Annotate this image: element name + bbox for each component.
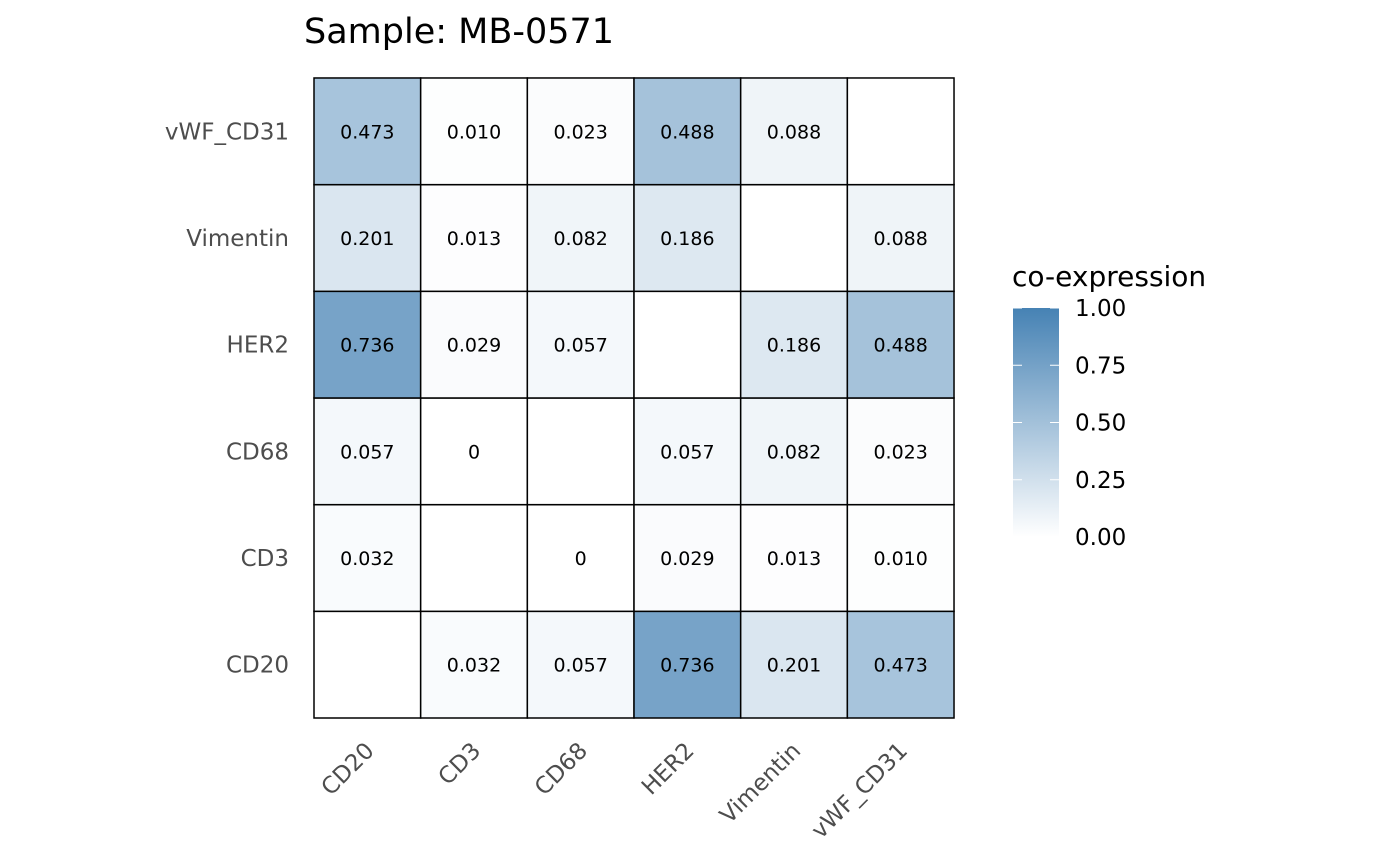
- cell-value-label: 0.736: [660, 655, 714, 677]
- cell-value-label: 0.032: [340, 548, 394, 570]
- cell-value-label: 0.013: [767, 548, 821, 570]
- cell-value-label: 0.088: [767, 121, 821, 143]
- cell-value-label: 0.082: [553, 228, 607, 250]
- heatmap-cell: [526, 397, 635, 506]
- y-tick-label: HER2: [227, 333, 289, 359]
- cell-value-label: 0.029: [660, 548, 714, 570]
- cell-value-label: 0.010: [447, 121, 501, 143]
- heatmap-cell: [739, 610, 849, 719]
- legend-tick-label: 0.50: [1075, 411, 1126, 437]
- cell-value-label: 0: [575, 548, 587, 570]
- cell-value-label: 0.057: [553, 335, 607, 357]
- heatmap-cell: [313, 183, 422, 293]
- legend-tick-label: 0.75: [1075, 353, 1126, 379]
- color-legend: co-expression 1.00 0.75 0.50 0.25 0.00: [1012, 260, 1206, 551]
- heatmap-cell: [846, 77, 955, 186]
- heatmap-cell: [419, 290, 529, 399]
- heatmap-cell: [846, 397, 955, 506]
- y-tick-label: CD20: [226, 653, 289, 679]
- heatmap-cell: [526, 77, 635, 186]
- cell-value-label: 0.473: [873, 655, 927, 677]
- cell-value-label: 0.186: [767, 335, 821, 357]
- y-tick-label: Vimentin: [186, 226, 289, 252]
- cell-value-label: 0.013: [447, 228, 501, 250]
- heatmap-cell: [739, 290, 849, 399]
- cell-value-label: 0.057: [553, 655, 607, 677]
- heatmap-cell: [846, 290, 955, 399]
- heatmap-cell: [846, 503, 955, 613]
- y-axis-tick-labels: CD20 CD3 CD68 HER2 Vimentin vWF_CD31: [165, 119, 289, 678]
- x-tick-label: CD3: [434, 738, 487, 791]
- heatmap-cell: [526, 610, 635, 719]
- cell-value-label: 0.023: [873, 441, 927, 463]
- heatmap-cell: [313, 610, 422, 719]
- cell-value-label: 0.201: [340, 228, 394, 250]
- heatmap-cell: [633, 397, 742, 506]
- heatmap-cell: [313, 290, 422, 399]
- legend-ticks: 1.00 0.75 0.50 0.25 0.00: [1013, 296, 1126, 551]
- cell-value-label: 0.088: [873, 228, 927, 250]
- heatmap-cell: [633, 77, 742, 186]
- heatmap-cell: [846, 183, 955, 293]
- cell-value-label: 0.032: [447, 655, 501, 677]
- cell-value-label: 0: [468, 441, 480, 463]
- heatmap-cell: [526, 503, 635, 613]
- x-tick-label: vWF_CD31: [807, 738, 913, 844]
- cell-value-label: 0.082: [767, 441, 821, 463]
- cell-value-label: 0.736: [340, 335, 394, 357]
- cell-value-label: 0.201: [767, 655, 821, 677]
- heatmap-cell: [846, 610, 955, 719]
- legend-tick-label: 1.00: [1075, 296, 1126, 322]
- heatmap-cell: [419, 397, 529, 506]
- x-tick-label: HER2: [637, 738, 700, 801]
- cell-value-label: 0.029: [447, 335, 501, 357]
- heatmap-cell: [526, 183, 635, 293]
- cell-value-label: 0.473: [340, 121, 394, 143]
- heatmap-cell: [633, 290, 742, 399]
- cell-value-label: 0.186: [660, 228, 714, 250]
- x-tick-label: CD68: [530, 738, 593, 801]
- y-tick-label: CD3: [241, 546, 289, 572]
- heatmap-cell: [633, 503, 742, 613]
- heatmap-cell: [419, 610, 529, 719]
- heatmap-cell: [526, 290, 635, 399]
- x-axis-tick-labels: CD20 CD3 CD68 HER2 Vimentin vWF_CD31: [317, 738, 913, 844]
- cell-value-label: 0.488: [873, 335, 927, 357]
- heatmap-cells: 0.032 0.057 0.736 0.201 0.473 0.032 0 0.029 0.01…: [313, 77, 955, 719]
- y-tick-label: vWF_CD31: [165, 119, 289, 145]
- heatmap-cell: [419, 503, 529, 613]
- heatmap-cell: [419, 77, 529, 186]
- legend-title: co-expression: [1012, 260, 1206, 293]
- cell-value-label: 0.488: [660, 121, 714, 143]
- chart-title: Sample: MB-0571: [304, 12, 614, 52]
- cell-value-label: 0.057: [660, 441, 714, 463]
- heatmap-cell: [739, 183, 849, 293]
- x-tick-label: CD20: [317, 738, 380, 801]
- heatmap-cell: [739, 503, 849, 613]
- legend-tick-label: 0.00: [1075, 525, 1126, 551]
- heatmap-cell: [313, 503, 422, 613]
- x-tick-label: Vimentin: [715, 738, 806, 829]
- y-tick-label: CD68: [226, 439, 289, 465]
- cell-value-label: 0.010: [873, 548, 927, 570]
- legend-tick-label: 0.25: [1075, 468, 1126, 494]
- cell-value-label: 0.057: [340, 441, 394, 463]
- cell-value-label: 0.023: [553, 121, 607, 143]
